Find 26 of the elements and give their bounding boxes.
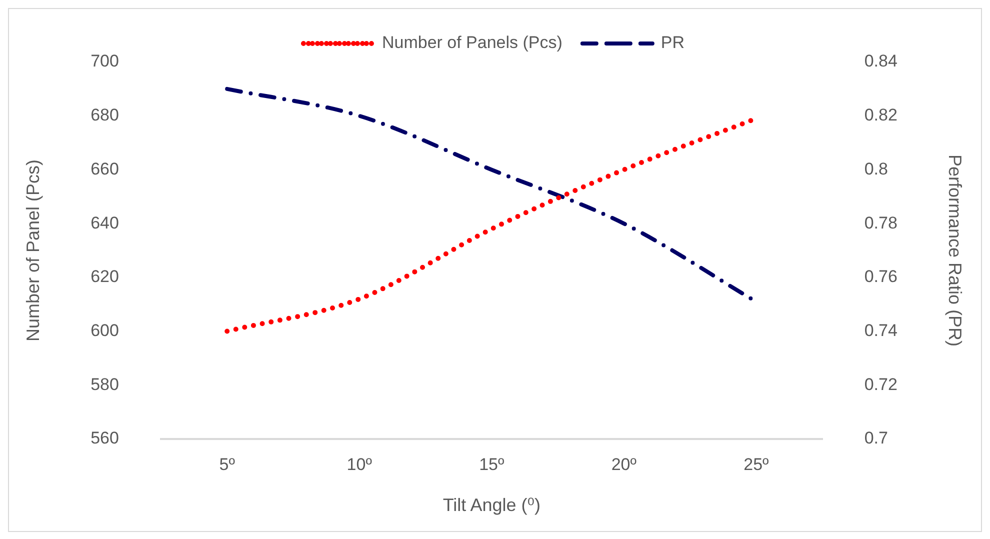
y-tick-label: 660 (90, 159, 119, 178)
y2-tick-label: 0.82 (864, 106, 898, 125)
y-tick-label: 620 (90, 267, 119, 286)
y-tick-label: 640 (90, 213, 119, 232)
x-axis-title: Tilt Angle (⁰) (442, 495, 540, 516)
x-tick-label: 20º (611, 454, 636, 474)
y-axis-title: Number of Panel (Pcs) (22, 159, 43, 342)
y2-tick-label: 0.7 (864, 428, 888, 448)
y2-tick-label: 0.76 (864, 267, 898, 286)
y-tick-label: 560 (90, 428, 119, 448)
x-tick-label: 15º (479, 454, 504, 474)
legend-label: PR (660, 33, 685, 52)
x-tick-label: 25º (744, 454, 769, 474)
y2-tick-label: 0.72 (864, 374, 898, 394)
y2-tick-label: 0.84 (864, 52, 898, 71)
x-tick-label: 10º (346, 454, 372, 474)
y-tick-label: 580 (90, 374, 119, 394)
x-tick-label: 5º (219, 454, 235, 474)
y2-axis-title: Performance Ratio (PR) (945, 154, 966, 347)
y2-tick-label: 0.78 (864, 213, 898, 232)
y2-tick-label: 0.74 (864, 320, 898, 340)
y-tick-label: 700 (90, 52, 119, 71)
y2-tick-label: 0.8 (864, 159, 888, 178)
y-tick-label: 680 (90, 106, 119, 125)
y-tick-label: 600 (90, 320, 119, 340)
legend-label: Number of Panels (Pcs) (382, 33, 562, 52)
